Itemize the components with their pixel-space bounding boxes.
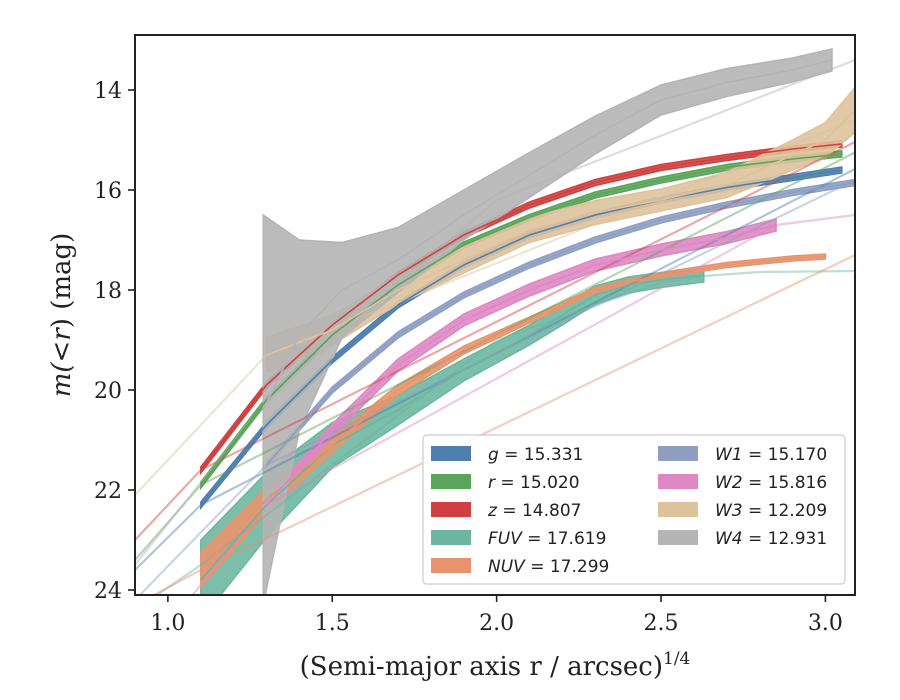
- series-line-w3: [266, 109, 855, 356]
- legend-label-w4: W4 = 12.931: [715, 529, 827, 549]
- x-tick-label: 2.0: [479, 611, 514, 636]
- profile-lines: [200, 59, 855, 581]
- x-tick-label: 3.0: [808, 611, 843, 636]
- legend-swatch-w1: [658, 446, 698, 461]
- model-line-w2: [191, 213, 855, 595]
- y-tick-label: 20: [94, 379, 122, 404]
- band-w4: [262, 48, 833, 595]
- legend-swatch-nuv: [431, 558, 471, 573]
- band-w2: [265, 218, 777, 513]
- band-w1: [265, 178, 855, 470]
- legend-label-w1: W1 = 15.170: [715, 445, 827, 465]
- legend-label-nuv: NUV = 17.299: [488, 557, 609, 577]
- series-line-w2: [265, 224, 777, 506]
- y-axis-title: m(<r) (mag): [47, 233, 77, 398]
- legend-swatch-w2: [658, 474, 698, 489]
- plot-frame: [134, 34, 856, 596]
- legend-swatch-g: [431, 446, 471, 461]
- x-tick-label: 1.0: [150, 611, 185, 636]
- series-line-g: [200, 169, 842, 506]
- x-tick-label: 2.5: [644, 611, 679, 636]
- y-tick-label: 24: [94, 579, 122, 604]
- series-line-r: [200, 153, 842, 486]
- legend-label-w3: W3 = 12.209: [715, 501, 827, 521]
- legend: g = 15.331 r = 15.020 z = 14.807 FUV = 17.6…: [422, 434, 846, 585]
- x-tick-label: 1.5: [315, 611, 350, 636]
- legend-label-w2: W2 = 15.816: [715, 473, 827, 493]
- axis-ticks: 1.0 1.5 2.0 2.5 3.0 14 16 18 20 22 24: [94, 79, 843, 636]
- series-line-nuv: [200, 255, 826, 571]
- y-tick-label: 14: [94, 79, 122, 104]
- legend-swatch-r: [431, 474, 471, 489]
- band-nuv: [200, 253, 827, 590]
- series-line-w1: [265, 181, 855, 466]
- y-tick-label: 16: [94, 179, 122, 204]
- series-line-w4: [262, 59, 833, 411]
- legend-box: [422, 434, 846, 585]
- x-axis-title: (Semi-major axis r / arcsec)1/4: [300, 649, 691, 682]
- legend-label-fuv: FUV = 17.619: [488, 529, 606, 549]
- legend-label-z: z = 14.807: [487, 501, 581, 521]
- legend-swatch-fuv: [431, 530, 471, 545]
- legend-swatch-w3: [658, 502, 698, 517]
- series-line-fuv: [200, 274, 704, 581]
- legend-label-r: r = 15.020: [488, 473, 580, 493]
- model-line-fuv: [154, 269, 855, 595]
- y-tick-label: 18: [94, 279, 122, 304]
- uncertainty-bands: [200, 48, 855, 595]
- legend-swatch-z: [431, 502, 471, 517]
- y-tick-label: 22: [94, 479, 122, 504]
- series-line-z: [200, 143, 842, 471]
- band-fuv: [200, 267, 705, 595]
- legend-swatch-w4: [658, 530, 698, 545]
- legend-label-g: g = 15.331: [488, 445, 583, 465]
